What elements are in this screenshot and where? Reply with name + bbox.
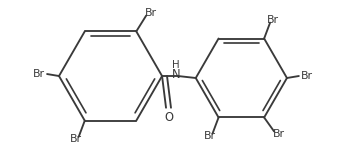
Text: Br: Br [70,134,82,144]
Text: Br: Br [267,15,279,25]
Text: Br: Br [204,131,216,141]
Text: Br: Br [144,8,156,18]
Text: O: O [165,111,173,124]
Text: Br: Br [301,71,313,80]
Text: Br: Br [33,68,45,79]
Text: Br: Br [273,129,285,139]
Text: H: H [172,60,180,70]
Text: N: N [172,68,180,80]
